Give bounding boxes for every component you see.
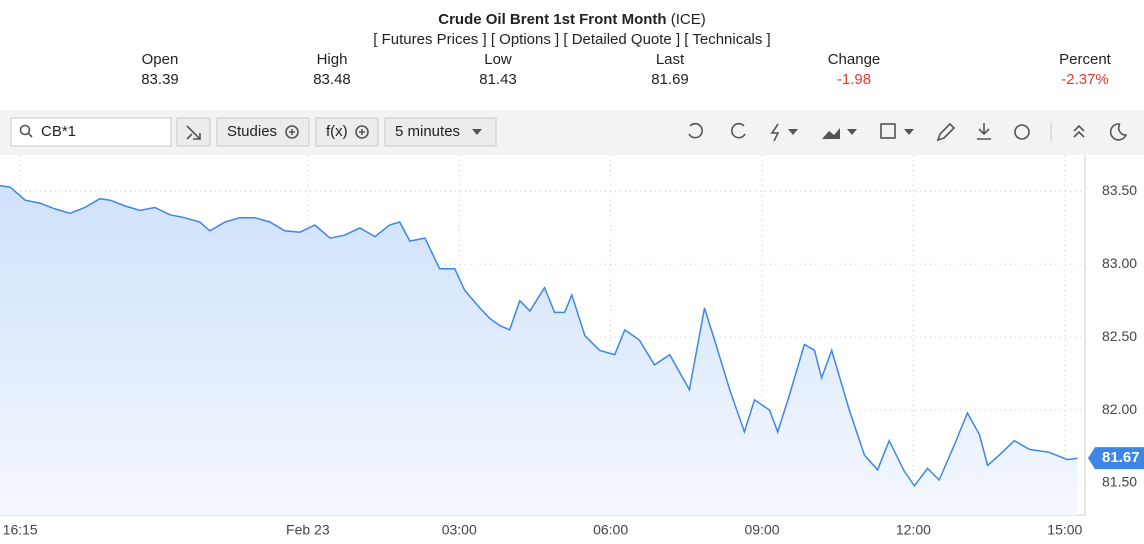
exchange: (ICE) (671, 11, 706, 28)
quote-label: Low (484, 51, 512, 68)
quote-value: 81.69 (651, 71, 689, 88)
plus-icon (289, 129, 295, 135)
links: [ Futures Prices ] [ Options ] [ Detaile… (373, 31, 770, 48)
link[interactable]: [ Futures Prices ] (373, 31, 486, 48)
quote-label: Percent (1059, 51, 1112, 68)
dropdown-icon (847, 129, 857, 135)
quote-value: -1.98 (837, 71, 871, 88)
x-tick-label: 12:00 (896, 522, 931, 538)
settings-icon[interactable] (1014, 124, 1030, 140)
y-tick-label: 83.00 (1102, 255, 1137, 271)
y-tick-label: 82.50 (1102, 328, 1137, 344)
area (0, 185, 1078, 515)
quote-label: Open (142, 51, 179, 68)
x-tick-label: Feb 23 (286, 522, 330, 538)
link[interactable]: [ Options ] (491, 31, 559, 48)
last-price-badge (1088, 447, 1144, 470)
quote: Open 83.39 High 83.48 Low 81.43 Last 81.69 Chang… (141, 51, 1111, 88)
x-tick-label: 03:00 (442, 522, 477, 538)
search-icon (19, 124, 31, 136)
draw-icon[interactable] (770, 123, 780, 142)
collapse-icon[interactable] (1073, 124, 1085, 138)
studies: Studies (227, 123, 277, 140)
search-icon (27, 132, 33, 138)
toolbar-icons[interactable] (688, 122, 1128, 142)
quote-value: 83.48 (313, 71, 351, 88)
x-tick-label: 09:00 (744, 522, 779, 538)
fx: f(x) (326, 123, 348, 140)
quote-label: High (317, 51, 348, 68)
y-tick-label: 82.00 (1102, 401, 1137, 417)
dropdown-icon (788, 129, 798, 135)
quote-value: -2.37% (1061, 71, 1109, 88)
y-tick-label: 83.50 (1102, 182, 1137, 198)
dropdown-icon (904, 129, 914, 135)
plus-icon (355, 125, 369, 139)
last-price-label: 81.67 (1102, 449, 1140, 466)
y-tick-label: 81.50 (1102, 474, 1137, 490)
download-icon[interactable] (977, 123, 991, 140)
plus-icon (285, 125, 299, 139)
line (0, 184, 1078, 488)
compare-icon (186, 125, 201, 140)
link[interactable]: [ Technicals ] (684, 31, 770, 48)
undo-icon[interactable] (688, 122, 703, 139)
quote-label: Last (656, 51, 685, 68)
theme-icon[interactable] (1109, 123, 1128, 141)
symbol: CB*1 (41, 123, 76, 140)
dropdown-icon (472, 129, 482, 135)
x-tick-label: 16:15 (3, 522, 38, 538)
quote-value: 83.39 (141, 71, 179, 88)
x-tick-label: 06:00 (593, 522, 628, 538)
plot: 81.50 82.00 82.50 83.00 83.50 16:15 Feb 23 03:0… (0, 155, 1144, 538)
redo-icon[interactable] (731, 122, 746, 139)
symbol-input[interactable] (10, 117, 172, 147)
link[interactable]: [ Detailed Quote ] (563, 31, 680, 48)
layout-icon[interactable] (880, 123, 896, 139)
toolbar (0, 110, 1144, 155)
x-tick-label: 15:00 (1047, 522, 1082, 538)
chart-type-icon[interactable] (822, 128, 840, 139)
quote-value: 81.43 (479, 71, 517, 88)
plus-icon (359, 129, 365, 135)
pencil-icon[interactable] (936, 122, 956, 142)
quote-label: Change (828, 51, 881, 68)
interval: 5 minutes (395, 123, 460, 140)
title-text: Crude Oil Brent 1st Front Month (438, 11, 666, 28)
title: Crude Oil Brent 1st Front Month (ICE) (438, 11, 706, 28)
